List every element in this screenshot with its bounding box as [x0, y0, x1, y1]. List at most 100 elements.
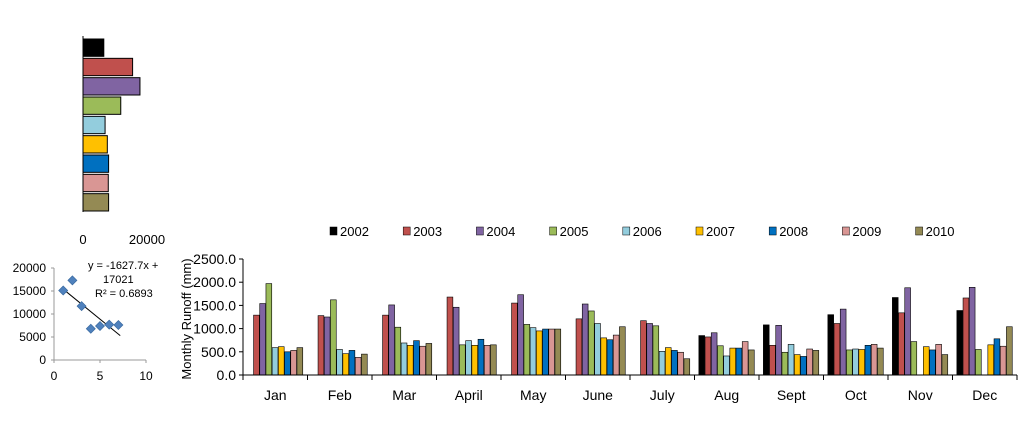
monthly-bar-2005-Nov [910, 341, 918, 376]
monthly-bar-2004-Mar [388, 304, 395, 376]
hbar-2003 [82, 57, 134, 77]
scatter-x-tick-label: 0 [51, 369, 58, 383]
monthly-bar-2008-Aug [735, 347, 743, 376]
monthly-y-axis-title: Monthly Runoff (mm) [179, 258, 194, 379]
monthly-bar-2007-Nov [923, 346, 930, 376]
monthly-bar-2005-Jan [265, 283, 273, 376]
scatter-point [85, 323, 96, 334]
legend-swatch-2006 [622, 226, 631, 236]
monthly-bar-2006-Oct [852, 348, 859, 376]
scatter-point [76, 301, 87, 312]
scatter-point [58, 285, 69, 296]
monthly-bar-2006-April [465, 340, 472, 376]
scatter-point [95, 320, 105, 331]
monthly-bar-2008-June [606, 339, 614, 376]
monthly-x-tick-label: July [650, 387, 675, 403]
hbar-2005 [82, 96, 122, 115]
legend-label-2006: 2006 [633, 224, 662, 239]
legend-label-2007: 2007 [706, 224, 735, 239]
monthly-bar-2009-May [548, 328, 555, 376]
monthly-bar-2005-June [588, 310, 595, 376]
monthly-bar-2008-Nov [929, 349, 936, 376]
monthly-runoff-chart: 0.0 500.0 1000.0 1500.0 2000.0 2500.0Monthly … [179, 224, 1018, 403]
scatter-y-tick-label: 20000 [13, 261, 47, 275]
legend-swatch-2005 [549, 226, 557, 236]
monthly-bar-2007-July [665, 347, 672, 376]
monthly-bar-2009-Oct [870, 344, 878, 376]
monthly-y-tick-label: 0.0 [217, 367, 237, 383]
hbar-2009 [82, 173, 109, 193]
legend-label-2010: 2010 [926, 224, 955, 239]
monthly-bar-2004-Feb [323, 316, 331, 376]
monthly-bar-2004-Aug [710, 332, 718, 376]
legend-swatch-2010 [915, 226, 923, 236]
scatter-point [104, 319, 115, 330]
monthly-bar-2010-Feb [361, 353, 368, 376]
legend-swatch-2009 [842, 226, 850, 236]
monthly-x-tick-label: Oct [845, 387, 867, 403]
monthly-y-tick-label: 2000.0 [193, 274, 236, 290]
monthly-bar-2009-Dec [999, 345, 1007, 376]
legend-label-2004: 2004 [486, 224, 515, 239]
monthly-bar-2006-Jan [271, 347, 279, 376]
monthly-bar-2010-April [490, 344, 497, 376]
monthly-bar-2008-Dec [993, 338, 1001, 376]
scatter-x-tick-label: 5 [97, 369, 104, 383]
monthly-bar-2004-July [646, 323, 653, 376]
monthly-x-tick-label: Aug [714, 387, 739, 403]
monthly-bar-2008-Oct [864, 345, 872, 376]
monthly-bar-2003-Nov [898, 312, 905, 376]
monthly-x-tick-label: May [520, 387, 546, 403]
hbar-2004 [82, 77, 141, 96]
scatter-r-squared: R² = 0.6893 [95, 288, 153, 300]
monthly-bar-2010-Mar [425, 343, 433, 376]
legend-swatch-2008 [768, 226, 777, 236]
monthly-bar-2004-Jan [259, 303, 266, 376]
scatter-y-tick-label: 15000 [13, 284, 47, 298]
monthly-bar-2010-Jan [296, 347, 304, 376]
monthly-bar-2005-Dec [975, 349, 982, 376]
hbar-x-tick-label: 0 [79, 232, 86, 247]
legend-label-2009: 2009 [852, 224, 881, 239]
monthly-bar-2002-Oct [827, 314, 834, 376]
monthly-bar-2002-Dec [956, 310, 963, 376]
monthly-y-tick-label: 2500.0 [193, 251, 236, 267]
scatter-point [67, 275, 78, 286]
monthly-bar-2004-Nov [904, 287, 911, 376]
monthly-bar-2004-Oct [839, 308, 847, 376]
hbar-2010 [82, 193, 110, 212]
monthly-x-tick-label: Mar [392, 387, 416, 403]
legend-swatch-2003 [402, 226, 411, 236]
monthly-bar-2004-Sept [775, 325, 782, 376]
monthly-bar-2005-April [459, 344, 466, 376]
monthly-bar-2005-Aug [717, 345, 724, 376]
scatter-x-tick-label: 10 [139, 369, 153, 383]
monthly-bar-2008-July [671, 350, 678, 376]
scatter-y-tick-label: 0 [39, 353, 46, 367]
scatter-chart: 0 5000 10000 15000 20000 0 5 10 y = -1627.7x + 17… [13, 260, 159, 383]
hbar-2006 [82, 115, 106, 135]
monthly-bar-2004-April [452, 306, 460, 376]
horizontal-bar-chart: 0 20000 [79, 36, 165, 247]
monthly-y-tick-label: 500.0 [201, 344, 236, 360]
monthly-bar-2009-July [677, 351, 684, 376]
scatter-equation-line1: y = -1627.7x + [88, 260, 158, 272]
monthly-bar-2009-Aug [741, 341, 749, 376]
monthly-bar-2005-Feb [330, 299, 337, 376]
monthly-bar-2008-May [542, 328, 549, 376]
monthly-bar-2007-Sept [794, 354, 801, 376]
monthly-bar-2010-July [683, 358, 691, 376]
monthly-bar-2007-Mar [407, 345, 414, 376]
hbar-2002 [82, 38, 105, 57]
monthly-bar-2009-Feb [354, 357, 362, 376]
monthly-bar-2007-May [536, 330, 543, 376]
monthly-bar-2004-Dec [968, 287, 976, 376]
monthly-bar-2007-Oct [858, 349, 865, 376]
monthly-bar-2009-Mar [419, 345, 426, 376]
monthly-x-tick-label: Jan [264, 387, 287, 403]
legend-label-2005: 2005 [560, 224, 589, 239]
monthly-bar-2010-Aug [748, 349, 755, 376]
hbar-2008 [82, 154, 110, 173]
monthly-bar-2003-June [575, 318, 583, 376]
monthly-bar-2005-Sept [781, 351, 789, 376]
